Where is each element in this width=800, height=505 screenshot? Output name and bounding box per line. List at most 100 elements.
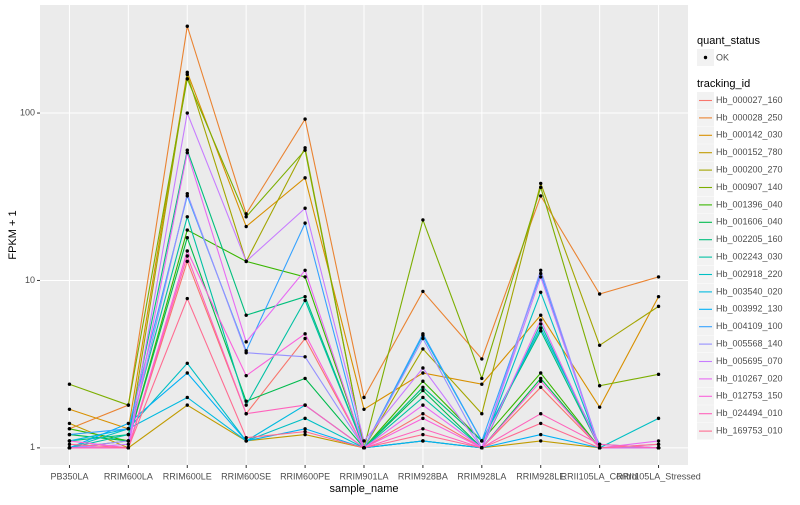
data-point (244, 403, 248, 407)
data-point (539, 326, 543, 330)
legend-label: Hb_010267_020 (716, 373, 783, 383)
data-point (480, 382, 484, 386)
legend-label: Hb_001396_040 (716, 199, 783, 209)
data-point (480, 446, 484, 450)
data-point (244, 351, 248, 355)
legend-label: Hb_001606_040 (716, 217, 783, 227)
data-point (185, 403, 189, 407)
data-point (185, 24, 189, 28)
data-point (421, 371, 425, 375)
data-point (303, 336, 307, 341)
data-point (656, 416, 661, 421)
data-point (539, 371, 543, 375)
data-point (185, 296, 189, 301)
data-point (185, 259, 189, 264)
legend-label: Hb_024494_010 (716, 408, 783, 418)
data-point (244, 212, 248, 216)
data-point (126, 421, 131, 426)
legend-label: Hb_003992_130 (716, 304, 783, 314)
data-point (303, 117, 307, 121)
data-point (185, 77, 189, 81)
data-point (303, 376, 307, 381)
data-point (244, 373, 248, 378)
data-point (303, 206, 307, 210)
data-point (126, 446, 131, 450)
data-point (656, 442, 661, 447)
legend-label: OK (716, 52, 729, 62)
x-tick-label: RRIM600LA (104, 471, 153, 481)
data-point (67, 439, 72, 443)
data-point (656, 275, 661, 279)
legend-label: Hb_012753_150 (716, 391, 783, 401)
data-point (656, 304, 661, 309)
data-point (421, 336, 425, 341)
data-point (480, 439, 484, 443)
data-point (480, 376, 484, 381)
data-point (185, 249, 189, 253)
data-point (539, 318, 543, 322)
data-point (421, 366, 425, 370)
x-tick-label: RRIM928LA (457, 471, 506, 481)
data-point (303, 298, 307, 303)
data-point (303, 416, 307, 421)
legend-label: Hb_000152_780 (716, 147, 783, 157)
x-tick-label: RRIM928LE (516, 471, 565, 481)
x-tick-label: RRIM600LE (163, 471, 212, 481)
data-point (244, 224, 248, 229)
y-axis-title: FPKM + 1 (7, 210, 19, 259)
data-point (244, 411, 248, 416)
data-point (421, 388, 425, 393)
data-point (539, 329, 543, 333)
data-point (67, 407, 72, 411)
data-point (421, 289, 425, 294)
legend-label: Hb_005695_070 (716, 356, 783, 366)
data-point (597, 446, 602, 450)
data-point (539, 439, 543, 443)
data-point (67, 446, 72, 450)
data-point (303, 275, 307, 279)
data-point (185, 111, 189, 115)
x-tick-label: RRIM901LA (339, 471, 388, 481)
data-point (421, 432, 425, 437)
data-point (421, 395, 425, 400)
data-point (185, 361, 189, 365)
legend-label: Hb_000027_160 (716, 95, 783, 105)
data-point (362, 446, 366, 450)
data-point (185, 254, 189, 258)
legend-label: Hb_000028_250 (716, 112, 783, 122)
x-tick-label: RRIM600SE (221, 471, 271, 481)
legend-title: quant_status (697, 35, 760, 47)
data-point (244, 436, 248, 440)
data-point (185, 395, 189, 400)
y-tick-label: 1 (30, 442, 35, 452)
data-point (303, 146, 307, 150)
data-point (185, 191, 189, 196)
data-point (126, 427, 131, 431)
data-point (480, 411, 484, 416)
data-point (656, 294, 661, 299)
data-point (303, 294, 307, 299)
data-point (244, 259, 248, 264)
legend-point (703, 55, 708, 60)
data-point (656, 439, 661, 443)
data-point (67, 442, 72, 447)
data-point (303, 332, 307, 336)
data-point (244, 313, 248, 317)
data-point (421, 218, 425, 222)
legend-label: Hb_004109_100 (716, 321, 783, 331)
data-point (67, 427, 72, 431)
data-point (185, 236, 189, 240)
data-point (480, 357, 484, 361)
data-point (244, 215, 248, 219)
data-point (539, 421, 543, 426)
data-point (126, 432, 131, 437)
data-point (597, 442, 602, 447)
data-point (244, 439, 248, 443)
data-point (597, 405, 602, 409)
data-point (362, 395, 366, 400)
legend-title: tracking_id (697, 78, 750, 90)
data-point (539, 275, 543, 279)
legend-label: Hb_003540_020 (716, 286, 783, 296)
data-point (421, 403, 425, 407)
